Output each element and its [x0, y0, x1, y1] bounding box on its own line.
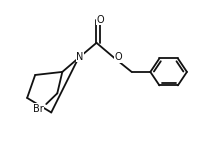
Text: O: O: [96, 15, 104, 25]
Text: Br: Br: [33, 104, 44, 114]
Text: N: N: [76, 52, 83, 62]
Text: O: O: [114, 52, 121, 62]
